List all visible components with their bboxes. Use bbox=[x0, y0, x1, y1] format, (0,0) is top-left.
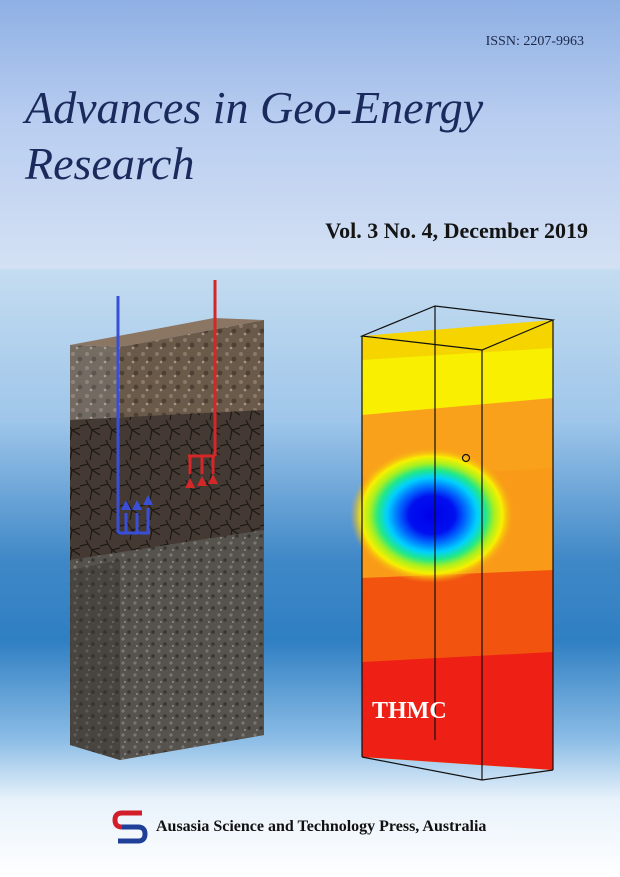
geothermal-block bbox=[70, 280, 264, 760]
publisher-name: Ausasia Science and Technology Press, Au… bbox=[156, 818, 487, 835]
thmc-label: THMC bbox=[372, 698, 447, 724]
probe-marker bbox=[461, 453, 471, 463]
flow-arrows bbox=[121, 474, 218, 510]
production-well bbox=[188, 280, 217, 474]
thmc-simulation-block: THMC bbox=[350, 305, 556, 781]
publisher: Ausasia Science and Technology Press, Au… bbox=[112, 808, 486, 846]
issn: ISSN: 2207-9963 bbox=[485, 34, 584, 49]
cover-illustration: THMC bbox=[70, 280, 556, 781]
issue-info: Vol. 3 No. 4, December 2019 bbox=[325, 218, 588, 243]
journal-title: Advances in Geo-Energy Research bbox=[25, 82, 484, 189]
injection-well bbox=[116, 296, 150, 535]
publisher-logo-icon bbox=[112, 810, 148, 844]
